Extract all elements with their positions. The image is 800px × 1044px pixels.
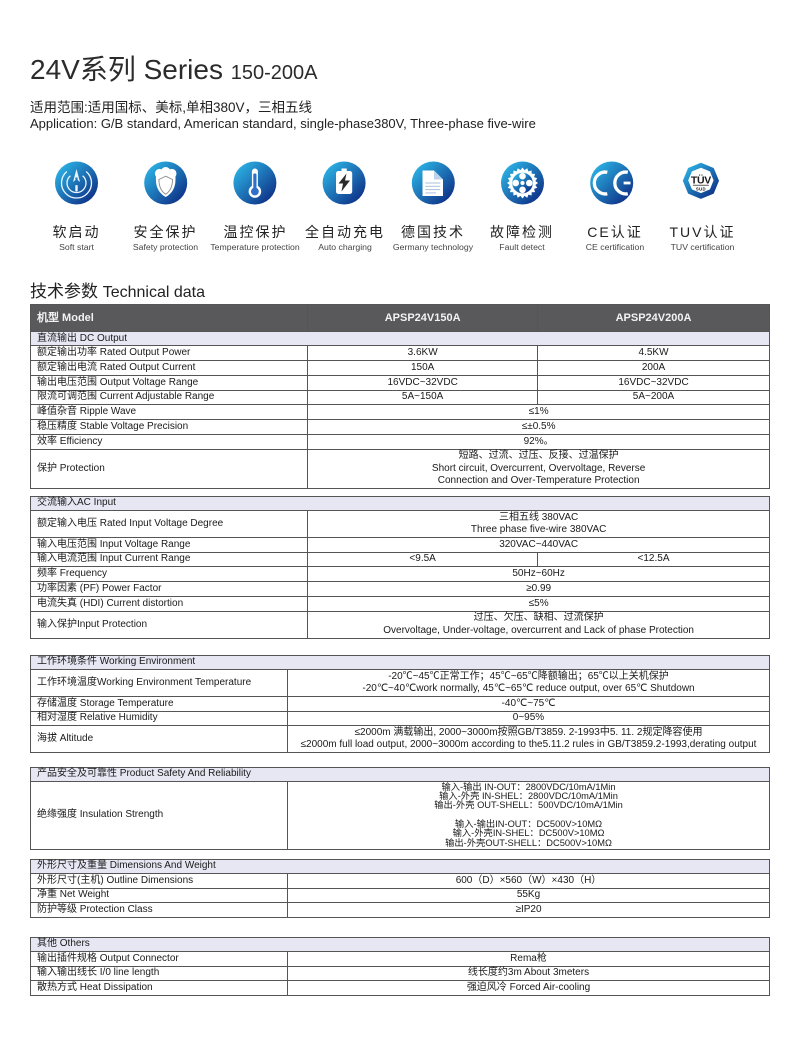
svg-text:TÜV: TÜV xyxy=(691,174,711,187)
svg-text:SUD: SUD xyxy=(696,187,706,192)
